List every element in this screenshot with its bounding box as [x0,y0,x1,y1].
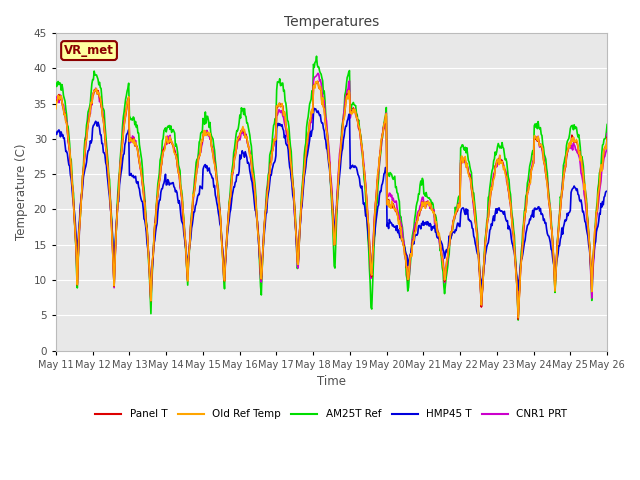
CNR1 PRT [415,207,423,213]
Text: VR_met: VR_met [64,44,114,57]
Old Ref Temp [604,136,611,142]
Old Ref Temp [515,315,522,321]
AM25T Ref [52,80,60,85]
Panel T [604,134,611,140]
Y-axis label: Temperature (C): Temperature (C) [15,144,28,240]
Old Ref Temp [399,242,407,248]
CNR1 PRT [399,236,407,242]
Panel T [415,213,423,218]
Panel T [515,316,522,322]
Old Ref Temp [204,130,211,135]
Panel T [175,170,182,176]
Old Ref Temp [314,79,321,84]
Line: AM25T Ref: AM25T Ref [56,56,607,320]
AM25T Ref [204,114,211,120]
AM25T Ref [62,106,70,112]
Panel T [118,139,126,145]
HMP45 T [175,200,182,206]
Old Ref Temp [62,119,70,125]
CNR1 PRT [314,71,322,76]
AM25T Ref [604,121,611,127]
HMP45 T [604,188,611,194]
Old Ref Temp [175,170,182,176]
Line: HMP45 T: HMP45 T [56,108,607,290]
HMP45 T [62,149,70,155]
CNR1 PRT [175,168,182,174]
CNR1 PRT [62,115,70,120]
Legend: Panel T, Old Ref Temp, AM25T Ref, HMP45 T, CNR1 PRT: Panel T, Old Ref Temp, AM25T Ref, HMP45 … [92,405,572,423]
AM25T Ref [313,53,321,59]
X-axis label: Time: Time [317,375,346,388]
Panel T [399,242,407,248]
HMP45 T [204,168,211,174]
HMP45 T [310,106,318,111]
Panel T [314,79,321,84]
AM25T Ref [415,191,423,197]
AM25T Ref [515,317,522,323]
Old Ref Temp [52,106,60,112]
Panel T [52,102,60,108]
Old Ref Temp [415,209,423,215]
CNR1 PRT [204,130,211,136]
Line: Panel T: Panel T [56,82,607,319]
CNR1 PRT [118,140,126,146]
AM25T Ref [399,233,407,239]
AM25T Ref [118,123,126,129]
HMP45 T [399,240,407,246]
Panel T [204,130,211,136]
Panel T [62,119,70,124]
Title: Temperatures: Temperatures [284,15,379,29]
HMP45 T [118,158,126,164]
HMP45 T [415,223,423,228]
HMP45 T [515,288,522,293]
Old Ref Temp [118,137,126,143]
HMP45 T [52,130,60,135]
CNR1 PRT [604,131,611,136]
AM25T Ref [175,162,182,168]
CNR1 PRT [515,313,522,319]
Line: Old Ref Temp: Old Ref Temp [56,82,607,318]
Line: CNR1 PRT: CNR1 PRT [56,73,607,316]
CNR1 PRT [52,94,60,99]
